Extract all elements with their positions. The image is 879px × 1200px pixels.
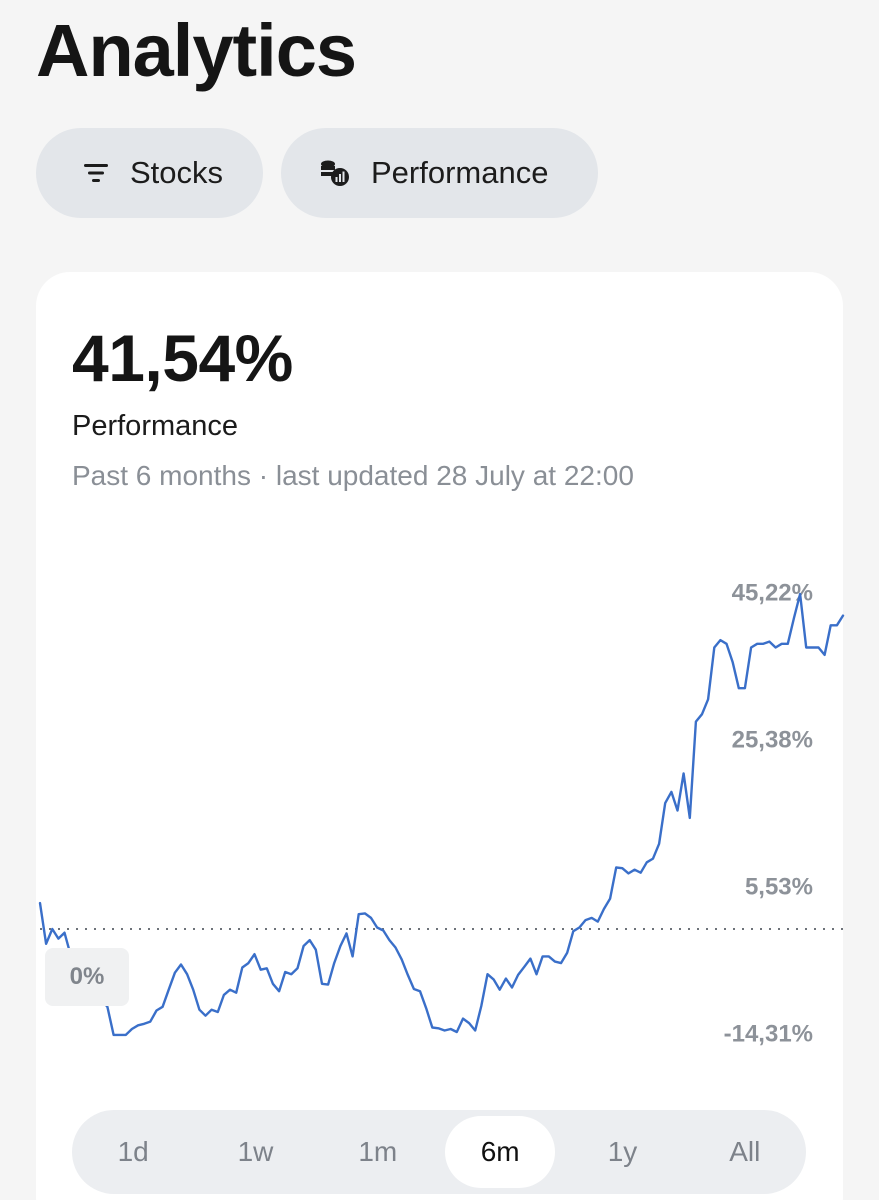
performance-subtitle: Past 6 months · last updated 28 July at … [72, 460, 634, 491]
performance-filter-button[interactable]: Performance [281, 128, 598, 218]
stocks-filter-button[interactable]: Stocks [36, 128, 263, 218]
performance-label: Performance [72, 410, 239, 442]
range-option-all[interactable]: All [729, 1136, 761, 1167]
time-range-selector: 1d 1w 1m 6m 1y All [72, 1110, 806, 1194]
range-option-1w[interactable]: 1w [237, 1136, 274, 1167]
performance-filter-label: Performance [371, 155, 549, 190]
stocks-filter-label: Stocks [130, 155, 224, 190]
range-option-1m[interactable]: 1m [358, 1136, 398, 1167]
performance-value: 41,54% [72, 321, 293, 395]
performance-card: 41,54% Performance Past 6 months · last … [36, 272, 843, 1200]
filter-lines-icon [76, 153, 116, 193]
range-option-6m[interactable]: 6m [445, 1116, 556, 1188]
coins-chart-icon [315, 153, 355, 193]
zero-baseline-label: 0% [45, 948, 129, 1006]
page-title: Analytics [36, 9, 357, 92]
range-option-1d[interactable]: 1d [117, 1136, 149, 1167]
range-option-1y[interactable]: 1y [607, 1136, 638, 1167]
